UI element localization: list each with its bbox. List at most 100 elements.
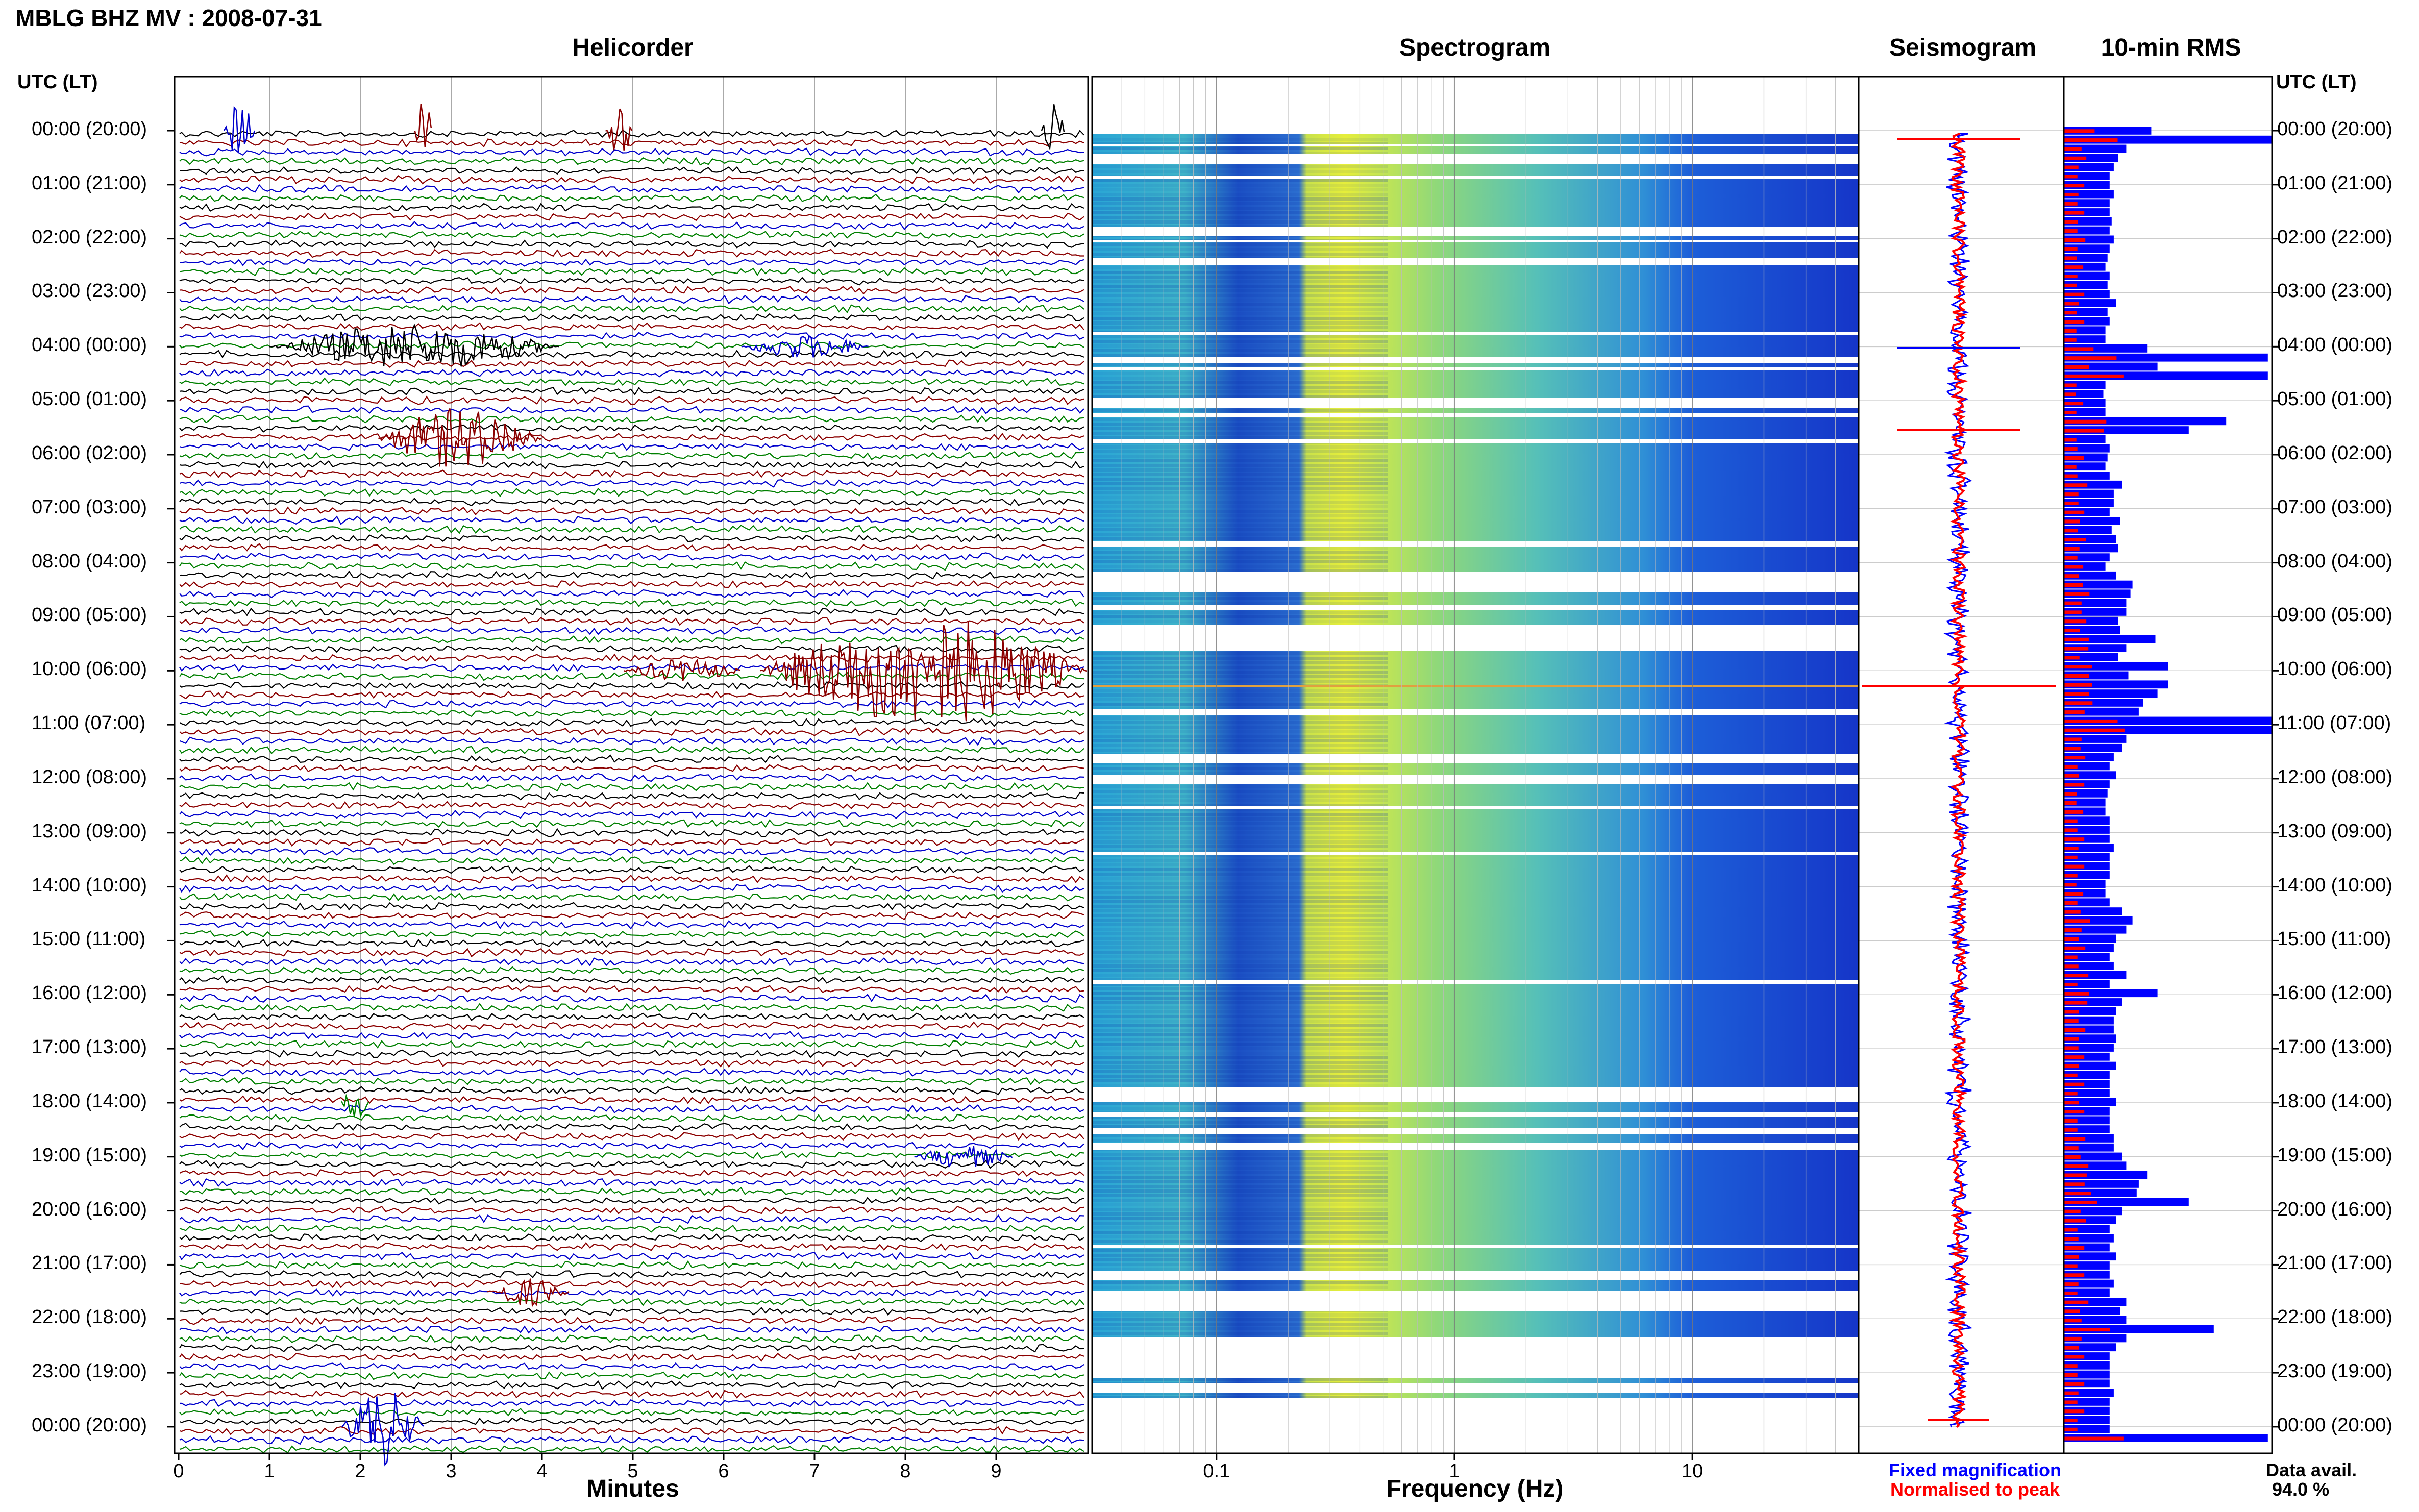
hour-label-right: 09:00 (05:00) bbox=[2277, 604, 2393, 626]
helicorder-trace bbox=[179, 589, 1084, 599]
time-axis-header-right: UTC (LT) bbox=[2276, 71, 2357, 93]
spectrogram-band bbox=[1092, 514, 1388, 517]
rms-bar-normalised bbox=[2064, 447, 2078, 451]
spectrogram-band bbox=[1092, 1199, 1388, 1202]
spectrogram-band bbox=[1092, 1268, 1388, 1271]
rms-bar-normalised bbox=[2064, 365, 2089, 369]
legend-normalised-to-peak: Normalised to peak bbox=[1890, 1479, 2060, 1500]
spectrogram-gap bbox=[1092, 754, 1859, 763]
hour-label-left: 17:00 (13:00) bbox=[32, 1036, 147, 1058]
spectrogram-band bbox=[1092, 1217, 1388, 1220]
helicorder-trace bbox=[179, 1445, 1084, 1454]
spectrogram-band bbox=[1092, 482, 1388, 485]
rms-bar-normalised bbox=[2064, 601, 2082, 605]
helicorder-event bbox=[623, 659, 740, 681]
spectrogram-band bbox=[1092, 716, 1388, 720]
hour-label-right: 17:00 (13:00) bbox=[2277, 1036, 2393, 1058]
rms-bar-normalised bbox=[2064, 302, 2079, 306]
hour-label-left: 21:00 (17:00) bbox=[32, 1252, 147, 1274]
helicorder-trace bbox=[179, 801, 1084, 810]
spectrogram-band bbox=[1092, 501, 1388, 504]
spectrogram-band bbox=[1092, 845, 1388, 848]
spectrogram-band bbox=[1092, 294, 1388, 297]
helicorder-trace bbox=[179, 607, 1084, 617]
rms-bar-normalised bbox=[2064, 747, 2081, 751]
chart-title: MBLG BHZ MV : 2008-07-31 bbox=[15, 5, 322, 31]
helicorder-trace bbox=[179, 1362, 1084, 1371]
rms-bar-normalised bbox=[2064, 165, 2079, 169]
helicorder-trace bbox=[179, 1334, 1084, 1344]
spectrogram-band bbox=[1092, 216, 1388, 219]
spectrogram-band bbox=[1092, 909, 1388, 912]
spectrogram-gap bbox=[1092, 1291, 1859, 1311]
spectrogram-panel bbox=[1092, 77, 1859, 1453]
rms-bar-normalised bbox=[2064, 1001, 2088, 1005]
spectrogram-band bbox=[1092, 390, 1388, 393]
spectrogram-band bbox=[1092, 207, 1388, 210]
spectrogram-band bbox=[1092, 1043, 1388, 1046]
spectrogram-band bbox=[1092, 1015, 1388, 1018]
spectrogram-band bbox=[1092, 1167, 1388, 1170]
helicorder-trace bbox=[179, 1399, 1084, 1408]
hour-label-right: 02:00 (22:00) bbox=[2277, 226, 2393, 248]
spectrogram-gap bbox=[1092, 852, 1859, 855]
spectrogram-band bbox=[1092, 1180, 1388, 1183]
spectrogram-band bbox=[1092, 1281, 1388, 1284]
spectrogram-band bbox=[1092, 253, 1388, 256]
spectrogram-band bbox=[1092, 1212, 1388, 1216]
spectrogram-band bbox=[1092, 299, 1388, 302]
helicorder-trace bbox=[179, 911, 1084, 921]
helicorder-trace bbox=[179, 1316, 1084, 1325]
spectrogram-band bbox=[1092, 896, 1388, 899]
spectrogram-band bbox=[1092, 524, 1388, 527]
rms-bar-normalised bbox=[2064, 238, 2086, 242]
helicorder-tick-label: 4 bbox=[536, 1460, 548, 1482]
helicorder-trace bbox=[179, 543, 1084, 552]
rms-bar-normalised bbox=[2064, 792, 2077, 796]
spectrogram-band bbox=[1092, 698, 1388, 701]
helicorder-trace bbox=[179, 322, 1084, 331]
spectrogram-band bbox=[1092, 1189, 1388, 1193]
spectrogram-band bbox=[1092, 762, 1388, 765]
helicorder-tick-label: 8 bbox=[900, 1460, 911, 1482]
rms-bar-normalised bbox=[2064, 928, 2082, 932]
helicorder-event bbox=[414, 104, 432, 147]
helicorder-trace bbox=[179, 451, 1084, 460]
spectrogram-band bbox=[1092, 1153, 1388, 1156]
spectrogram-band bbox=[1092, 891, 1388, 894]
helicorder-trace bbox=[179, 1039, 1084, 1049]
spectrogram-gap bbox=[1092, 1383, 1859, 1393]
spectrogram-band bbox=[1092, 243, 1388, 246]
helicorder-trace bbox=[179, 1058, 1084, 1068]
spectrogram-band bbox=[1092, 170, 1388, 173]
rms-bar-normalised bbox=[2064, 501, 2079, 505]
hour-label-left: 20:00 (16:00) bbox=[32, 1198, 147, 1220]
helicorder-trace bbox=[179, 626, 1084, 635]
rms-bar-normalised bbox=[2064, 982, 2078, 986]
hour-label-left: 07:00 (03:00) bbox=[32, 496, 147, 518]
helicorder-event bbox=[741, 335, 869, 358]
spectrogram-band bbox=[1092, 1222, 1388, 1225]
helicorder-trace bbox=[179, 1113, 1084, 1123]
spectrogram-band bbox=[1092, 914, 1388, 917]
helicorder-trace bbox=[179, 837, 1084, 847]
spectrogram-gap bbox=[1092, 572, 1859, 592]
helicorder-trace bbox=[179, 580, 1084, 589]
helicorder-event bbox=[223, 106, 256, 152]
rms-bar-normalised bbox=[2064, 519, 2080, 524]
hour-label-right: 03:00 (23:00) bbox=[2277, 280, 2393, 302]
spectrogram-band bbox=[1092, 1020, 1388, 1023]
spectrogram-band bbox=[1092, 436, 1388, 439]
legend-fixed-magnification: Fixed magnification bbox=[1888, 1459, 2062, 1480]
helicorder-trace bbox=[179, 231, 1084, 239]
rms-bar-normalised bbox=[2064, 311, 2077, 315]
spectrogram-band bbox=[1092, 285, 1388, 288]
spectrogram-band bbox=[1092, 165, 1388, 168]
helicorder-tick-label: 2 bbox=[355, 1460, 366, 1482]
helicorder-x-axis-label: Minutes bbox=[586, 1475, 679, 1502]
spectrogram-band bbox=[1092, 418, 1388, 421]
hour-label-left: 23:00 (19:00) bbox=[32, 1360, 147, 1382]
spectrogram-gap bbox=[1092, 980, 1859, 984]
spectrogram-band bbox=[1092, 409, 1388, 412]
rms-bar-normalised bbox=[2064, 492, 2079, 497]
